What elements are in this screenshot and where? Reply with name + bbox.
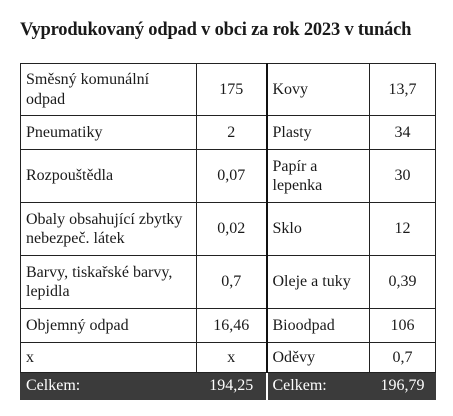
waste-type-cell: Bioodpad [265, 308, 370, 343]
waste-type-cell: Papír a lepenka [265, 149, 370, 203]
waste-amount-cell: 0,39 [369, 255, 436, 309]
waste-amount-cell: 13,7 [369, 63, 436, 116]
waste-type-cell: Objemný odpad [20, 308, 197, 343]
table-row: Obaly obsahující zbytky nebezpeč. látek … [20, 202, 436, 256]
waste-type-cell: Oděvy [265, 342, 370, 373]
total-value: 196,79 [369, 372, 436, 400]
waste-type-cell: Pneumatiky [20, 115, 197, 150]
waste-amount-cell: 16,46 [196, 308, 267, 343]
waste-type-cell: Plasty [265, 115, 370, 150]
total-label: Celkem: [265, 372, 370, 400]
waste-type-cell: Kovy [265, 63, 370, 116]
waste-type-cell: Barvy, tiskařské barvy, lepidla [20, 255, 197, 309]
waste-amount-cell: 30 [369, 149, 436, 203]
total-value: 194,25 [196, 372, 267, 400]
waste-amount-cell: 0,07 [196, 149, 267, 203]
table-row: Pneumatiky 2 Plasty 34 [20, 115, 436, 150]
total-row: Celkem: 194,25 Celkem: 196,79 [20, 372, 436, 400]
waste-amount-cell: 0,7 [369, 342, 436, 373]
waste-amount-cell: 2 [196, 115, 267, 150]
waste-amount-cell: 0,7 [196, 255, 267, 309]
table-row: Objemný odpad 16,46 Bioodpad 106 [20, 308, 436, 343]
waste-amount-cell: 106 [369, 308, 436, 343]
waste-amount-cell: x [196, 342, 267, 373]
table-row: x x Oděvy 0,7 [20, 342, 436, 373]
waste-type-cell: Oleje a tuky [265, 255, 370, 309]
table-row: Směsný komunální odpad 175 Kovy 13,7 [20, 63, 436, 116]
waste-type-cell: Směsný komunální odpad [20, 63, 197, 116]
waste-type-cell: Obaly obsahující zbytky nebezpeč. látek [20, 202, 197, 256]
waste-amount-cell: 175 [196, 63, 267, 116]
waste-table: Směsný komunální odpad 175 Kovy 13,7 Pne… [20, 63, 436, 400]
table-row: Rozpouštědla 0,07 Papír a lepenka 30 [20, 149, 436, 203]
waste-type-cell: x [20, 342, 197, 373]
waste-amount-cell: 0,02 [196, 202, 267, 256]
total-label: Celkem: [20, 372, 197, 400]
table-title: Vyprodukovaný odpad v obci za rok 2023 v… [20, 20, 412, 40]
waste-type-cell: Sklo [265, 202, 370, 256]
waste-amount-cell: 12 [369, 202, 436, 256]
waste-amount-cell: 34 [369, 115, 436, 150]
table-row: Barvy, tiskařské barvy, lepidla 0,7 Olej… [20, 255, 436, 309]
waste-type-cell: Rozpouštědla [20, 149, 197, 203]
